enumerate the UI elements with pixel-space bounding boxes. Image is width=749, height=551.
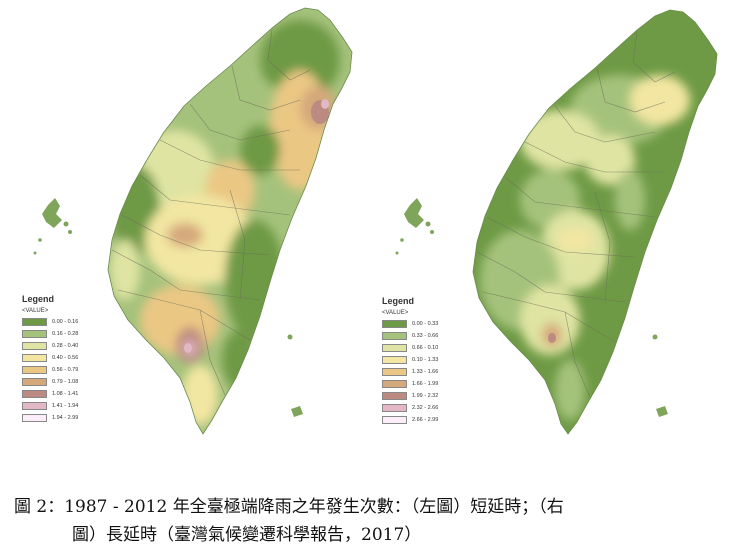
legend-item: 2.32 - 2.66 (382, 402, 438, 414)
legend-item: 1.99 - 2.32 (382, 390, 438, 402)
legend-left: Legend <VALUE> 0.00 - 0.16 0.16 - 0.28 0.2… (22, 294, 78, 424)
legend-items: 0.00 - 0.16 0.16 - 0.28 0.28 - 0.40 0.40 - … (22, 316, 78, 424)
legend-item: 2.66 - 2.99 (382, 414, 438, 426)
legend-label: 0.79 - 1.08 (52, 379, 79, 385)
legend-item: 1.66 - 1.99 (382, 378, 438, 390)
legend-swatch (22, 342, 47, 350)
legend-label: 1.08 - 1.41 (52, 391, 79, 397)
legend-item: 0.66 - 0.10 (382, 342, 438, 354)
legend-label: 1.66 - 1.99 (412, 381, 439, 387)
legend-swatch (382, 332, 407, 340)
legend-item: 1.33 - 1.66 (382, 366, 438, 378)
legend-swatch (382, 368, 407, 376)
legend-swatch (22, 378, 47, 386)
legend-swatch (22, 414, 47, 422)
legend-label: 1.41 - 1.94 (52, 403, 79, 409)
legend-label: 2.66 - 2.99 (412, 417, 439, 423)
legend-swatch (382, 344, 407, 352)
legend-swatch (22, 354, 47, 362)
legend-label: 0.00 - 0.33 (412, 321, 439, 327)
legend-item: 0.10 - 1.33 (382, 354, 438, 366)
legend-label: 2.32 - 2.66 (412, 405, 439, 411)
map-short-duration (33, 7, 353, 435)
legend-swatch (22, 318, 47, 326)
legend-right: Legend <VALUE> 0.00 - 0.33 0.33 - 0.66 0.6… (382, 296, 438, 426)
legend-swatch (382, 320, 407, 328)
legend-items: 0.00 - 0.33 0.33 - 0.66 0.66 - 0.10 0.10 - … (382, 318, 438, 426)
legend-label: 1.94 - 2.99 (52, 415, 79, 421)
legend-swatch (22, 402, 47, 410)
legend-item: 1.08 - 1.41 (22, 388, 78, 400)
legend-label: 0.40 - 0.56 (52, 355, 79, 361)
legend-swatch (382, 380, 407, 388)
legend-label: 0.16 - 0.28 (52, 331, 79, 337)
legend-swatch (382, 392, 407, 400)
legend-item: 0.00 - 0.33 (382, 318, 438, 330)
legend-subtitle: <VALUE> (382, 310, 409, 316)
legend-label: 1.99 - 2.32 (412, 393, 439, 399)
legend-item: 0.28 - 0.40 (22, 340, 78, 352)
legend-swatch (382, 416, 407, 424)
legend-label: 0.28 - 0.40 (52, 343, 79, 349)
legend-swatch (382, 404, 407, 412)
legend-label: 0.56 - 0.79 (52, 367, 79, 373)
legend-item: 0.79 - 1.08 (22, 376, 78, 388)
legend-item: 0.56 - 0.79 (22, 364, 78, 376)
legend-label: 0.10 - 1.33 (412, 357, 439, 363)
legend-label: 1.33 - 1.66 (412, 369, 439, 375)
legend-item: 1.41 - 1.94 (22, 400, 78, 412)
legend-label: 0.66 - 0.10 (412, 345, 439, 351)
legend-item: 0.40 - 0.56 (22, 352, 78, 364)
legend-swatch (382, 356, 407, 364)
legend-item: 0.16 - 0.28 (22, 328, 78, 340)
legend-swatch (22, 390, 47, 398)
legend-label: 0.33 - 0.66 (412, 333, 439, 339)
figure-caption: 圖 2：1987 - 2012 年全臺極端降雨之年發生次數：（左圖）短延時；（右… (14, 493, 744, 549)
legend-item: 0.33 - 0.66 (382, 330, 438, 342)
caption-line-1: 圖 2：1987 - 2012 年全臺極端降雨之年發生次數：（左圖）短延時；（右 (14, 497, 564, 517)
legend-item: 1.94 - 2.99 (22, 412, 78, 424)
legend-swatch (22, 330, 47, 338)
legend-swatch (22, 366, 47, 374)
legend-item: 0.00 - 0.16 (22, 316, 78, 328)
caption-line-2: 圖）長延時（臺灣氣候變遷科學報告，2017） (72, 525, 422, 545)
legend-label: 0.00 - 0.16 (52, 319, 79, 325)
map-long-duration (395, 9, 718, 435)
legend-title: Legend (22, 294, 55, 304)
legend-title: Legend (382, 296, 415, 306)
legend-subtitle: <VALUE> (22, 308, 49, 314)
